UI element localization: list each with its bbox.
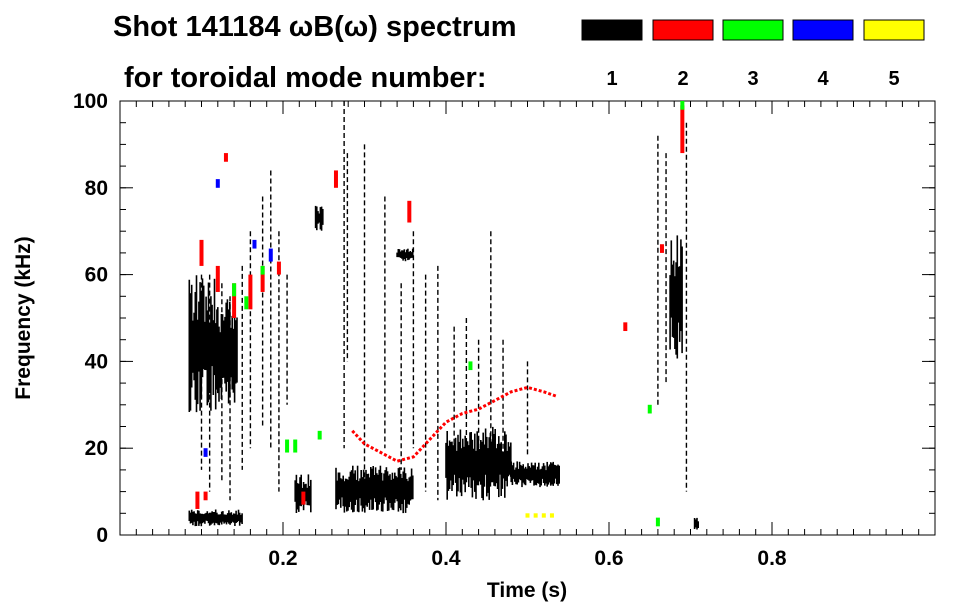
legend-swatch-4 xyxy=(792,19,854,41)
spectrum-point xyxy=(248,274,253,310)
spectrum-point xyxy=(276,261,281,275)
spectrum-point xyxy=(623,322,628,332)
spectrum-point xyxy=(232,283,237,297)
spectrum-point xyxy=(468,361,473,371)
spectrum-point xyxy=(203,448,208,457)
y-axis-label: Frequency (kHz) xyxy=(12,236,35,399)
legend-swatch-2 xyxy=(652,19,714,41)
legend-label-3: 3 xyxy=(747,68,758,90)
spectrum-point xyxy=(223,153,228,162)
x-tick-label: 0.2 xyxy=(268,547,297,570)
y-tick-label: 0 xyxy=(96,524,108,547)
x-axis-label: Time (s) xyxy=(487,579,567,602)
legend-swatch-1 xyxy=(581,19,643,41)
spectrum-point xyxy=(659,244,664,253)
spectrum-point xyxy=(680,105,685,154)
spectrum-point xyxy=(203,491,208,501)
x-tick-label: 0.4 xyxy=(431,547,461,570)
spectrum-point xyxy=(285,439,290,453)
legend-swatch-3 xyxy=(722,19,784,41)
y-tick-label: 20 xyxy=(85,437,108,460)
spectrum-chirp-curve xyxy=(351,385,557,463)
series-n=2 xyxy=(195,105,685,509)
spectrum-point xyxy=(301,491,306,505)
series-n=1 xyxy=(188,101,700,530)
spectrum-point xyxy=(293,439,298,453)
spectrum-point xyxy=(260,265,265,292)
spectrum-point xyxy=(407,200,412,223)
spectrum-point xyxy=(647,404,652,414)
spectrum-point xyxy=(549,513,554,518)
spectrum-point xyxy=(680,101,685,110)
y-tick-label: 100 xyxy=(73,90,108,113)
chart-title-line2: for toroidal mode number: xyxy=(124,62,487,94)
spectrum-point xyxy=(541,513,546,518)
spectrum-point xyxy=(215,265,220,292)
spectrum-point xyxy=(533,513,538,518)
legend-label-4: 4 xyxy=(817,68,829,90)
legend-swatch-5 xyxy=(863,19,925,41)
series-n=3 xyxy=(232,101,685,527)
axes: 0.2 0.4 0.6 0.8 0 20 40 60 80 100 xyxy=(73,90,935,570)
mode-legend: 1 2 3 4 5 xyxy=(581,19,925,90)
series-n=4 xyxy=(203,179,273,457)
x-tick-label: 0.6 xyxy=(594,547,623,570)
series-n=5 xyxy=(525,513,554,518)
spectrum-point xyxy=(268,248,273,262)
spectrum-point xyxy=(252,239,257,249)
spectrum-point xyxy=(215,179,220,188)
legend-label-5: 5 xyxy=(888,68,899,90)
legend-label-1: 1 xyxy=(606,68,617,90)
spectrum-point xyxy=(525,513,530,518)
spectrum-point xyxy=(232,283,237,318)
legend-label-2: 2 xyxy=(677,68,688,90)
spectrum-point xyxy=(317,430,322,440)
y-tick-label: 40 xyxy=(85,350,108,373)
x-tick-label: 0.8 xyxy=(757,547,787,570)
spectrum-point xyxy=(195,491,200,509)
spectrum-data xyxy=(188,101,700,530)
y-tick-label: 60 xyxy=(85,264,108,287)
spectrum-point xyxy=(199,239,204,266)
spectrum-point xyxy=(655,517,660,527)
spectrum-point xyxy=(244,296,249,310)
chart-title-line1: Shot 141184 ωB(ω) spectrum xyxy=(113,11,517,43)
spectrum-point xyxy=(333,170,338,188)
y-tick-label: 80 xyxy=(85,177,108,200)
spectrum-point xyxy=(260,265,265,275)
